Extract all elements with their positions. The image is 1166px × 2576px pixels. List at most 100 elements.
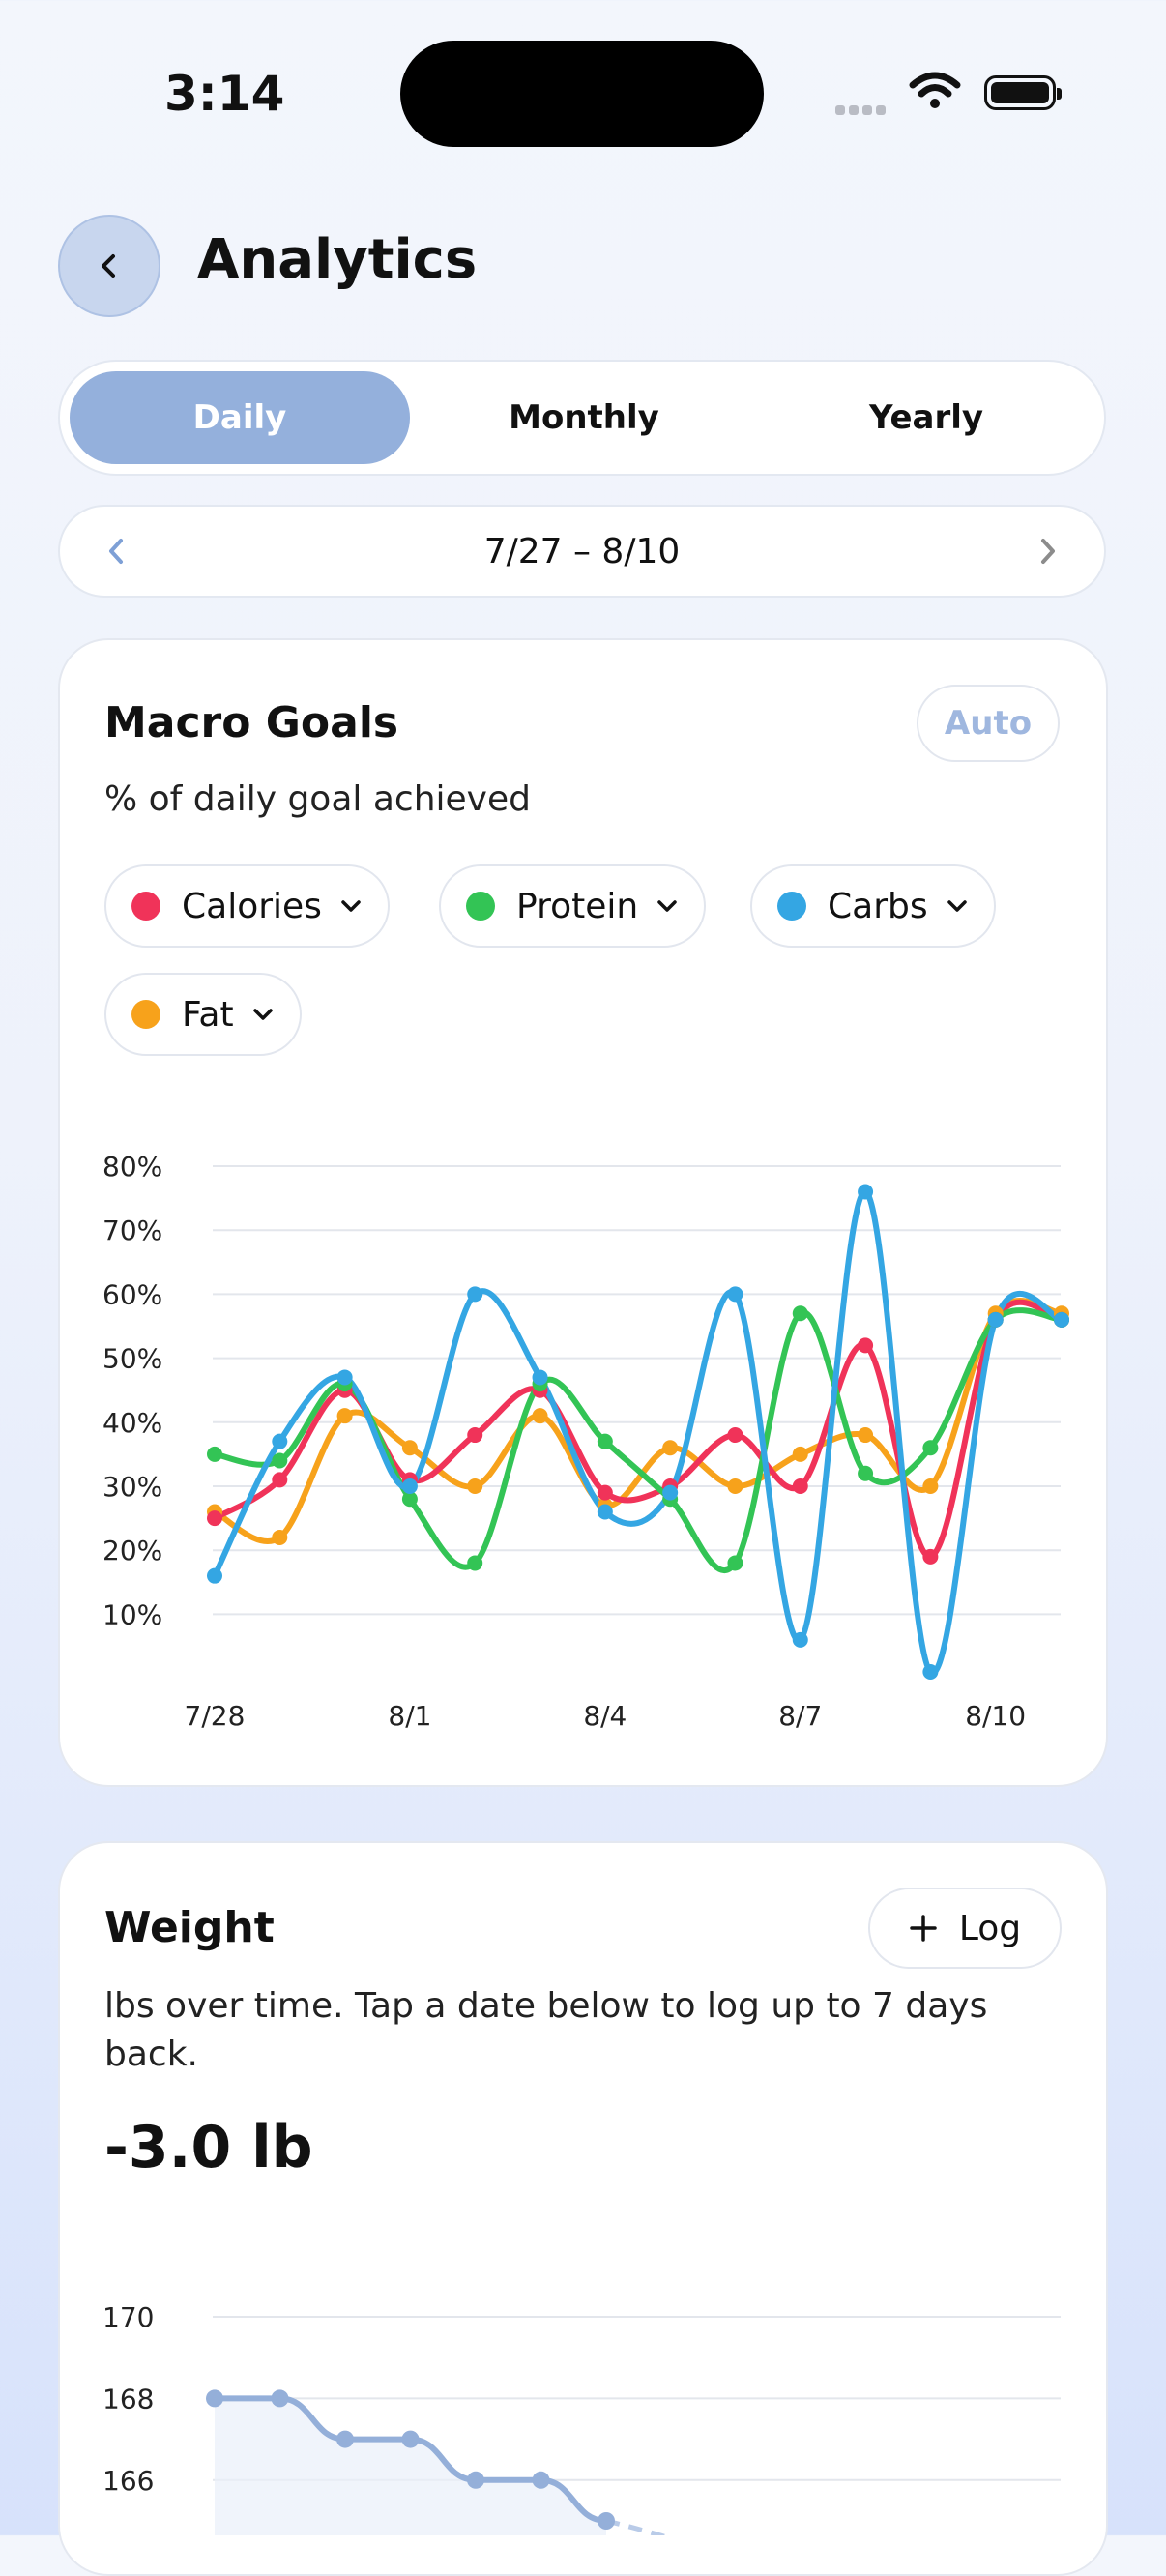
- y-tick-label: 60%: [102, 1278, 162, 1310]
- data-point-carbs[interactable]: [467, 1286, 483, 1303]
- data-point-carbs[interactable]: [662, 1484, 679, 1501]
- data-point-carbs[interactable]: [1054, 1311, 1069, 1328]
- data-point-fat[interactable]: [792, 1446, 808, 1462]
- data-point-carbs[interactable]: [987, 1311, 1004, 1328]
- data-point-calories[interactable]: [792, 1478, 808, 1494]
- chevron-left-icon: [102, 254, 115, 278]
- status-time: 3:14: [164, 66, 285, 122]
- weight-data-point[interactable]: [532, 2471, 550, 2489]
- weight-data-point[interactable]: [271, 2389, 289, 2408]
- data-point-protein[interactable]: [922, 1440, 939, 1456]
- y-tick-label: 70%: [102, 1215, 162, 1246]
- x-tick-label: 7/28: [185, 1700, 246, 1732]
- date-range-selector: 7/27 – 8/10: [58, 505, 1106, 598]
- x-tick-label: 8/7: [778, 1700, 822, 1732]
- data-point-carbs[interactable]: [727, 1286, 743, 1303]
- chevron-left-icon: [109, 539, 123, 564]
- filter-label: Protein: [516, 886, 639, 926]
- log-weight-button[interactable]: Log: [868, 1888, 1062, 1969]
- data-point-carbs[interactable]: [597, 1504, 613, 1520]
- data-point-carbs[interactable]: [207, 1567, 222, 1584]
- macro-goals-subtitle: % of daily goal achieved: [104, 779, 531, 819]
- data-point-calories[interactable]: [272, 1472, 288, 1488]
- data-point-carbs[interactable]: [922, 1663, 939, 1680]
- dynamic-island: [400, 41, 764, 147]
- weight-data-point[interactable]: [467, 2471, 484, 2489]
- tab-daily[interactable]: Daily: [70, 371, 410, 464]
- tab-monthly[interactable]: Monthly: [509, 398, 659, 437]
- data-point-fat[interactable]: [467, 1478, 483, 1494]
- data-point-protein[interactable]: [467, 1555, 483, 1571]
- data-point-protein[interactable]: [272, 1452, 288, 1469]
- weight-subtitle-line1: lbs over time. Tap a date below to log u…: [104, 1986, 988, 2026]
- protein-color-dot: [466, 892, 495, 921]
- calories-color-dot: [131, 892, 160, 921]
- weight-projection-line: [605, 2518, 669, 2535]
- fat-color-dot: [131, 1000, 160, 1029]
- x-tick-label: 8/10: [965, 1700, 1026, 1732]
- next-range-button[interactable]: [1027, 530, 1069, 572]
- y-tick-label: 80%: [102, 1151, 162, 1183]
- filter-label: Fat: [182, 994, 234, 1035]
- filter-carbs[interactable]: Carbs: [750, 864, 996, 948]
- auto-button[interactable]: Auto: [917, 685, 1060, 762]
- battery-icon: [984, 75, 1062, 110]
- period-tabs: Daily Monthly Yearly: [58, 360, 1106, 476]
- data-point-protein[interactable]: [858, 1465, 874, 1481]
- data-point-calories[interactable]: [858, 1337, 874, 1354]
- y-tick-label: 166: [102, 2465, 154, 2497]
- chevron-down-icon: [341, 900, 361, 912]
- weight-data-point[interactable]: [401, 2430, 420, 2448]
- data-point-calories[interactable]: [207, 1510, 222, 1527]
- data-point-fat[interactable]: [662, 1440, 679, 1456]
- y-tick-label: 10%: [102, 1598, 162, 1630]
- macro-goals-title: Macro Goals: [104, 698, 399, 747]
- weight-data-point[interactable]: [598, 2512, 615, 2530]
- y-tick-label: 168: [102, 2383, 154, 2415]
- data-point-carbs[interactable]: [401, 1478, 418, 1494]
- weight-change-value: -3.0 lb: [104, 2114, 313, 2181]
- weight-data-point[interactable]: [206, 2389, 223, 2408]
- previous-range-button[interactable]: [95, 530, 137, 572]
- data-point-carbs[interactable]: [792, 1631, 808, 1648]
- data-point-protein[interactable]: [401, 1491, 418, 1508]
- plus-icon: [910, 1915, 937, 1942]
- data-point-fat[interactable]: [401, 1440, 418, 1456]
- data-point-fat[interactable]: [532, 1408, 548, 1424]
- data-point-fat[interactable]: [922, 1478, 939, 1494]
- data-point-carbs[interactable]: [272, 1433, 288, 1449]
- filter-label: Calories: [182, 886, 322, 926]
- data-point-fat[interactable]: [336, 1408, 353, 1424]
- y-tick-label: 20%: [102, 1535, 162, 1566]
- back-button[interactable]: [58, 215, 160, 317]
- data-point-fat[interactable]: [272, 1529, 288, 1545]
- y-tick-label: 170: [102, 2301, 154, 2333]
- data-point-protein[interactable]: [597, 1433, 613, 1449]
- y-tick-label: 50%: [102, 1343, 162, 1375]
- data-point-carbs[interactable]: [532, 1369, 548, 1386]
- data-point-carbs[interactable]: [858, 1184, 874, 1200]
- weight-data-point[interactable]: [336, 2430, 354, 2448]
- y-tick-label: 30%: [102, 1471, 162, 1503]
- data-point-calories[interactable]: [467, 1427, 483, 1444]
- data-point-protein[interactable]: [207, 1446, 222, 1462]
- wifi-icon: [909, 72, 961, 114]
- data-point-fat[interactable]: [858, 1427, 874, 1444]
- data-point-calories[interactable]: [727, 1427, 743, 1444]
- chevron-down-icon: [252, 1009, 273, 1020]
- data-point-protein[interactable]: [727, 1555, 743, 1571]
- page-title: Analytics: [197, 228, 478, 291]
- data-point-carbs[interactable]: [336, 1369, 353, 1386]
- y-tick-label: 40%: [102, 1407, 162, 1439]
- data-point-fat[interactable]: [727, 1478, 743, 1494]
- filter-protein[interactable]: Protein: [439, 864, 707, 948]
- data-point-calories[interactable]: [922, 1548, 939, 1565]
- tab-yearly[interactable]: Yearly: [868, 398, 984, 437]
- filter-calories[interactable]: Calories: [104, 864, 390, 948]
- filter-fat[interactable]: Fat: [104, 973, 302, 1056]
- x-tick-label: 8/1: [388, 1700, 431, 1732]
- data-point-protein[interactable]: [792, 1305, 808, 1322]
- x-tick-label: 8/4: [583, 1700, 627, 1732]
- data-point-calories[interactable]: [597, 1484, 613, 1501]
